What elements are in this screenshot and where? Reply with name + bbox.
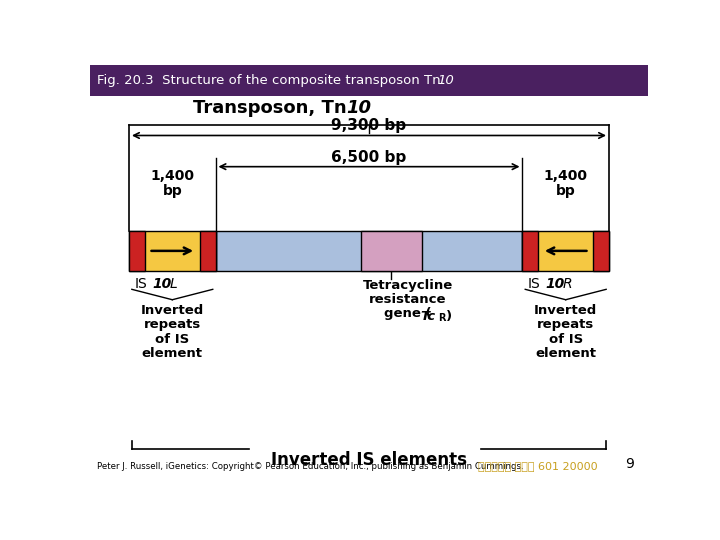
Text: Peter J. Russell, iGenetics: Copyright© Pearson Education, Inc., publishing as B: Peter J. Russell, iGenetics: Copyright© … bbox=[96, 462, 523, 471]
Bar bbox=[593, 231, 609, 271]
Text: 9,300 bp: 9,300 bp bbox=[331, 118, 407, 133]
Text: 1,400
bp: 1,400 bp bbox=[150, 168, 194, 198]
Text: L: L bbox=[169, 277, 177, 291]
Text: Inverted IS elements: Inverted IS elements bbox=[271, 451, 467, 469]
Text: ): ) bbox=[446, 310, 451, 323]
Bar bbox=[200, 231, 215, 271]
Bar bbox=[361, 231, 422, 271]
Text: 10: 10 bbox=[437, 74, 454, 87]
Text: R: R bbox=[438, 313, 446, 323]
Text: Inverted
repeats
of IS
element: Inverted repeats of IS element bbox=[140, 304, 204, 360]
Text: 6,500 bp: 6,500 bp bbox=[331, 150, 407, 165]
Bar bbox=[523, 231, 538, 271]
Text: Inverted
repeats
of IS
element: Inverted repeats of IS element bbox=[534, 304, 598, 360]
Bar bbox=[129, 231, 145, 271]
Text: Fig. 20.3  Structure of the composite transposon Tn: Fig. 20.3 Structure of the composite tra… bbox=[96, 74, 441, 87]
Text: IS: IS bbox=[528, 277, 541, 291]
Bar bbox=[215, 231, 523, 271]
Text: 10: 10 bbox=[347, 99, 372, 118]
Text: 1,400
bp: 1,400 bp bbox=[544, 168, 588, 198]
Text: Tetracycline
resistance
gene (: Tetracycline resistance gene ( bbox=[363, 279, 453, 320]
Bar bbox=[129, 231, 215, 271]
Text: 9: 9 bbox=[625, 457, 634, 471]
Text: Tc: Tc bbox=[420, 310, 436, 323]
Text: 10: 10 bbox=[546, 277, 565, 291]
Text: 10: 10 bbox=[153, 277, 172, 291]
Text: R: R bbox=[562, 277, 572, 291]
Text: Transposon, Tn: Transposon, Tn bbox=[193, 99, 347, 118]
Bar bbox=[90, 65, 648, 96]
Text: 台大農藝系 遺傳學 601 20000: 台大農藝系 遺傳學 601 20000 bbox=[478, 462, 598, 471]
Bar bbox=[523, 231, 609, 271]
Text: IS: IS bbox=[135, 277, 148, 291]
